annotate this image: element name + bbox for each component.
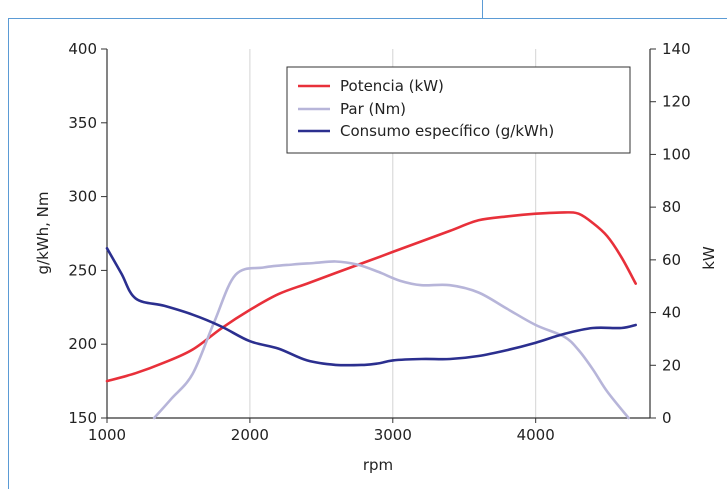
series-line-potencia [105,211,637,383]
y2-tick-label: 40 [662,304,681,322]
y2-tick-label: 120 [662,93,691,111]
x-axis-title: rpm [363,456,393,474]
y-tick-label: 200 [68,335,97,353]
frame-marker [482,0,483,18]
legend-label-par: Par (Nm) [340,100,406,118]
series-line-consumo [105,247,637,367]
y2-tick-label: 60 [662,251,681,269]
frame-border-left [8,18,9,489]
x-tick-label: 3000 [374,426,412,444]
y2-axis-title: kW [700,246,718,270]
legend: Potencia (kW) Par (Nm) Consumo específic… [286,66,631,154]
y-tick-label: 300 [68,188,97,206]
y-tick-label: 350 [68,114,97,132]
y-tick-label: 400 [68,40,97,58]
series-line-par [152,260,630,420]
y2-tick-label: 0 [662,409,672,427]
y2-tick-label: 20 [662,356,681,374]
y-tick-label: 250 [68,261,97,279]
tick-marks: 1000 2000 3000 4000400350300250200150140120… [68,40,690,444]
y2-tick-label: 100 [662,145,691,163]
legend-label-potencia: Potencia (kW) [340,77,444,95]
y2-tick-label: 80 [662,198,681,216]
y-tick-label: 150 [68,409,97,427]
legend-label-consumo: Consumo específico (g/kWh) [340,122,554,140]
x-tick-label: 4000 [517,426,555,444]
frame-border-top [8,18,727,19]
legend-box [286,66,631,154]
y-axis-title: g/kWh, Nm [34,192,52,275]
x-tick-label: 2000 [231,426,269,444]
axes [106,49,651,419]
series-layer [105,211,637,420]
y2-tick-label: 140 [662,40,691,58]
x-tick-label: 1000 [88,426,126,444]
